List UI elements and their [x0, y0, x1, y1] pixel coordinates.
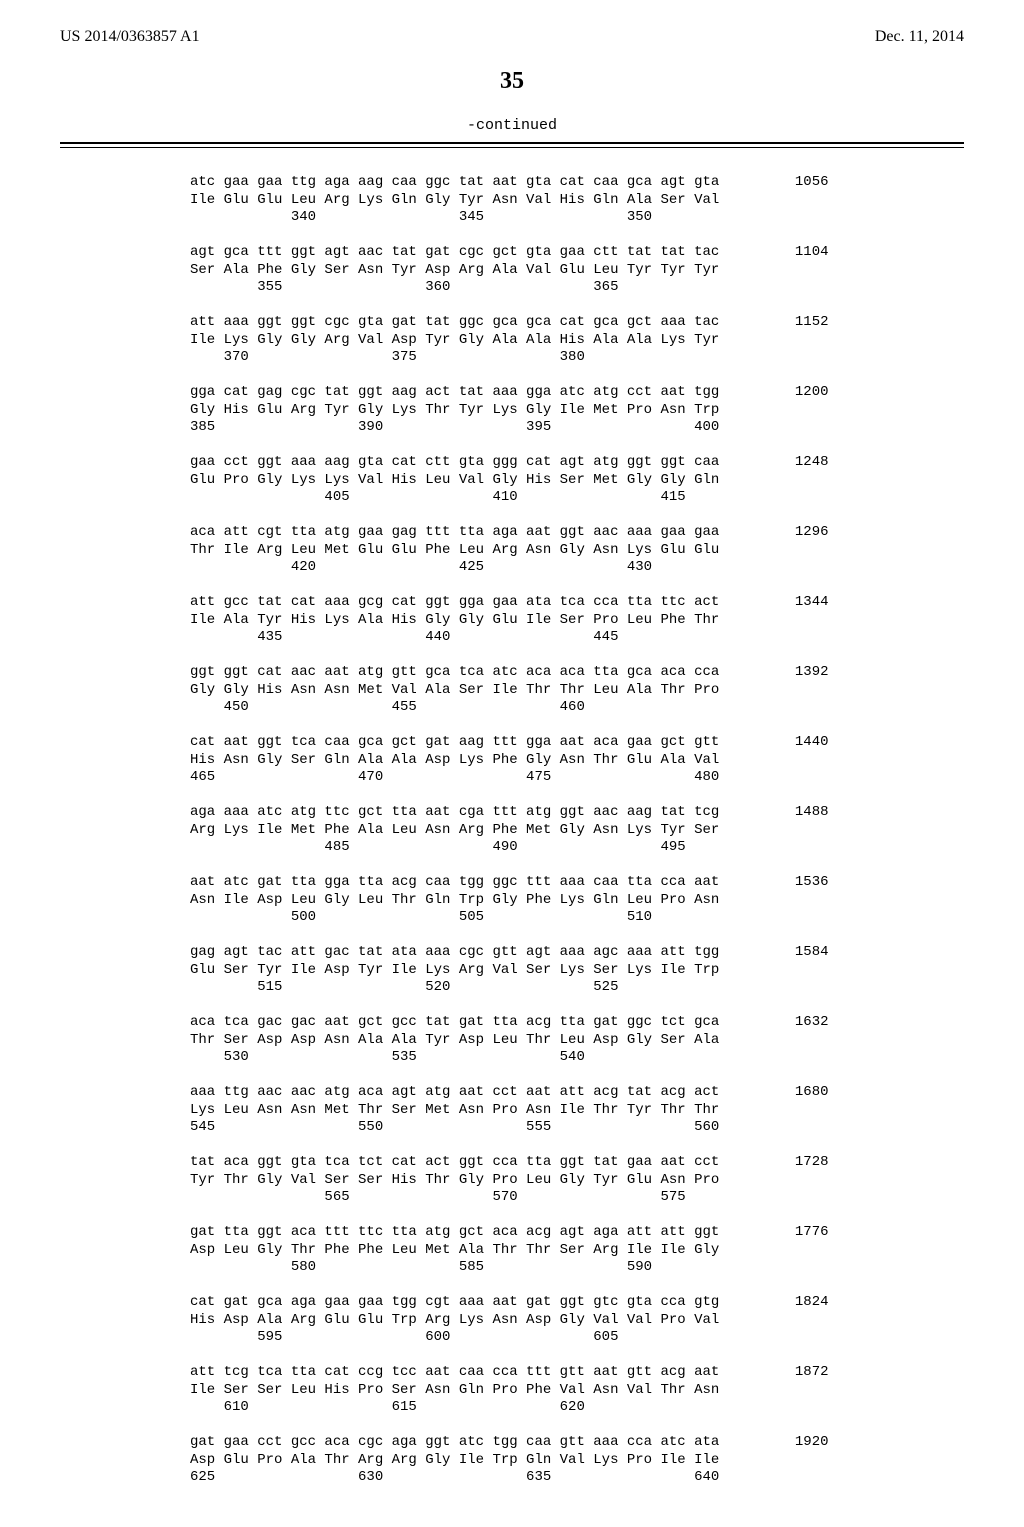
publication-number: US 2014/0363857 A1 [60, 28, 200, 46]
publication-date: Dec. 11, 2014 [875, 28, 964, 46]
sequence-wrap: atc gaa gaa ttg aga aag caa ggc tat aat … [0, 174, 1024, 1527]
rule-top-thin [60, 147, 964, 148]
rule-top [60, 142, 964, 144]
continued-label: -continued [0, 117, 1024, 134]
page-number: 35 [0, 68, 1024, 95]
sequence-listing: atc gaa gaa ttg aga aag caa ggc tat aat … [190, 174, 964, 1487]
page-header: US 2014/0363857 A1 Dec. 11, 2014 [0, 0, 1024, 50]
